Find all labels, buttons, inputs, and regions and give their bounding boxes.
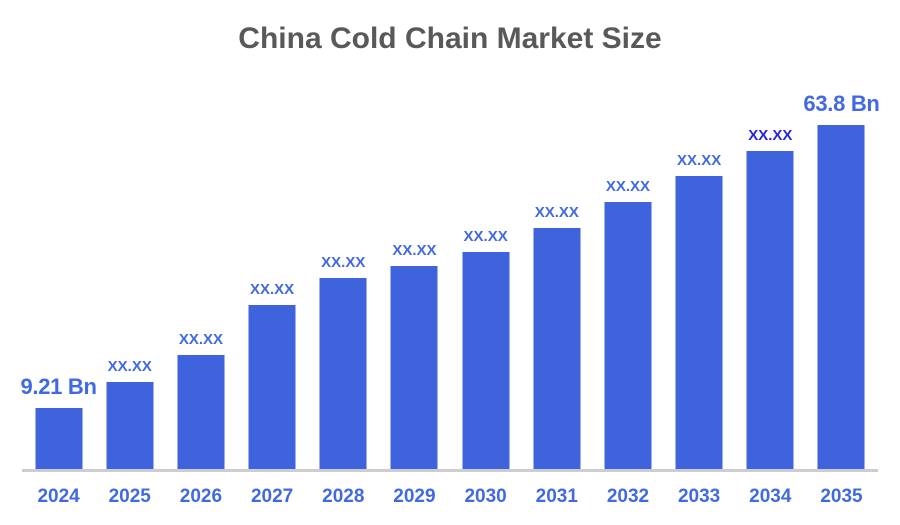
bar-2029 [390, 266, 438, 471]
x-axis-line [22, 469, 878, 472]
bar-2034 [746, 151, 794, 471]
value-label-2031: XX.XX [534, 204, 579, 221]
bar-2032 [604, 202, 652, 471]
bar-column-2034: XX.XX [735, 90, 806, 471]
x-axis-tick-labels: 2024 2025 2026 2027 2028 2029 2030 2031 2032 2033… [23, 487, 877, 506]
value-label-2025: XX.XX [107, 358, 152, 375]
x-tick-2032: 2032 [606, 486, 650, 507]
x-tick-2026: 2026 [179, 486, 223, 507]
bar-2033 [675, 176, 723, 471]
x-tick-2028: 2028 [322, 486, 365, 507]
bar-column-2025: XX.XX [94, 90, 165, 471]
bar-column-2024: 9.21 Bn [20, 90, 97, 471]
bar-2030 [462, 252, 510, 471]
bar-column-2028: XX.XX [308, 90, 379, 471]
bar-column-2031: XX.XX [521, 90, 592, 471]
value-label-2035: 63.8 Bn [803, 91, 880, 116]
bar-column-2033: XX.XX [664, 90, 735, 471]
value-label-2032: XX.XX [605, 178, 651, 195]
value-label-2026: XX.XX [178, 331, 224, 348]
bar-2027 [248, 305, 296, 471]
bar-column-2035: 63.8 Bn [803, 90, 880, 471]
x-tick-2030: 2030 [464, 486, 507, 507]
x-tick-2029: 2029 [393, 486, 436, 507]
value-label-2033: XX.XX [677, 152, 722, 169]
x-tick-2025: 2025 [108, 486, 151, 507]
bar-2024 [35, 408, 83, 471]
value-label-2024: 9.21 Bn [20, 374, 97, 399]
bar-column-2029: XX.XX [379, 90, 450, 471]
bar-column-2030: XX.XX [450, 90, 521, 471]
bar-column-2026: XX.XX [165, 90, 236, 471]
x-tick-2024: 2024 [37, 486, 80, 507]
bar-column-2027: XX.XX [237, 90, 308, 471]
bar-column-2032: XX.XX [592, 90, 663, 471]
bar-2025 [106, 382, 154, 471]
value-label-2034: XX.XX [748, 127, 793, 144]
bar-2031 [533, 228, 581, 471]
value-label-2027: XX.XX [250, 281, 295, 298]
x-tick-2033: 2033 [677, 486, 721, 507]
bar-2035 [817, 125, 865, 471]
value-label-2028: XX.XX [321, 254, 366, 271]
bar-2026 [177, 355, 225, 471]
x-tick-2027: 2027 [250, 486, 294, 507]
x-tick-2035: 2035 [820, 486, 863, 507]
value-label-2029: XX.XX [392, 242, 437, 259]
x-tick-2034: 2034 [749, 486, 792, 507]
chart-title: China Cold Chain Market Size [238, 22, 662, 55]
x-tick-2031: 2031 [535, 486, 578, 507]
plot-area: 9.21 Bn XX.XX XX.XX XX.XX XX.XX XX.XX XX.XX XX.… [20, 90, 880, 471]
bar-2028 [319, 278, 367, 471]
value-label-2030: XX.XX [463, 228, 508, 245]
